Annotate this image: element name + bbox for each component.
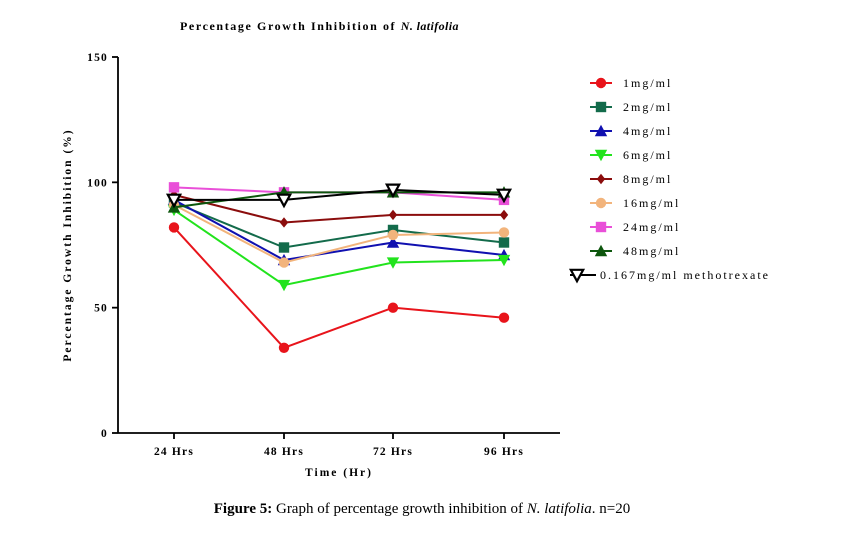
legend-marker	[568, 268, 586, 284]
axes	[117, 57, 560, 434]
legend-item: 2mg/ml	[590, 100, 672, 114]
series-line	[173, 226, 505, 349]
data-point	[498, 237, 510, 248]
data-point	[497, 254, 511, 267]
chart-title: Percentage Growth Inhibition of N. latif…	[180, 19, 459, 33]
data-point	[275, 193, 293, 209]
legend-label: 4mg/ml	[623, 124, 672, 138]
data-point	[387, 302, 399, 313]
legend-marker	[596, 173, 606, 185]
legend-item: 4mg/ml	[590, 124, 672, 138]
legend-item: 16mg/ml	[590, 196, 680, 210]
legend-item: 0.167mg/ml methotrexate	[568, 268, 770, 284]
caption-species: N. latifolia	[526, 501, 592, 517]
legend-label: 1mg/ml	[623, 76, 672, 90]
y-ticks: 0 50 100 150	[87, 52, 118, 440]
series-1	[168, 222, 510, 353]
data-point	[278, 342, 290, 353]
data-point	[498, 227, 510, 238]
data-point	[279, 217, 289, 228]
data-point	[278, 242, 290, 253]
data-point	[278, 257, 290, 268]
legend-item: 1mg/ml	[590, 76, 672, 90]
legend-item: 6mg/ml	[590, 148, 672, 162]
series-line	[173, 201, 505, 249]
legend-label: 8mg/ml	[623, 172, 672, 186]
x-tick-label: 72 Hrs	[373, 446, 413, 458]
legend-item: 48mg/ml	[590, 244, 680, 258]
legend-label: 6mg/ml	[623, 148, 672, 162]
data-point	[384, 183, 402, 199]
caption-label: Figure 5:	[213, 501, 273, 517]
caption-text: Graph of percentage growth inhibition of	[272, 501, 527, 517]
legend-label: 2mg/ml	[623, 100, 672, 114]
legend: 1mg/ml 2mg/ml 4mg/ml 6mg/ml 8mg/ml 16mg/ml 24m…	[568, 76, 770, 284]
data-point	[495, 188, 513, 204]
legend-item: 24mg/ml	[590, 220, 680, 234]
legend-item: 8mg/ml	[590, 172, 672, 186]
data-point	[277, 279, 291, 292]
y-axis-label: Percentage Growth Inhibition (%)	[62, 128, 74, 361]
legend-label: 24mg/ml	[623, 220, 680, 234]
legend-label: 0.167mg/ml methotrexate	[600, 268, 770, 282]
y-tick-label: 0	[101, 428, 108, 440]
data-point	[168, 182, 180, 193]
chart: Percentage Growth Inhibition of N. latif…	[62, 19, 770, 479]
series-line	[173, 209, 505, 287]
legend-marker	[595, 197, 607, 209]
x-ticks: 24 Hrs 48 Hrs 72 Hrs 96 Hrs	[154, 433, 524, 458]
legend-marker	[595, 101, 607, 113]
x-tick-label: 24 Hrs	[154, 446, 194, 458]
legend-marker	[594, 124, 608, 137]
data-point	[387, 229, 399, 241]
data-point	[388, 209, 398, 221]
data-point	[498, 312, 510, 323]
series-line	[174, 188, 505, 201]
y-tick-label: 150	[87, 52, 108, 64]
data-point	[165, 193, 183, 209]
legend-label: 48mg/ml	[623, 244, 680, 258]
caption-suffix: . n=20	[591, 501, 631, 517]
x-axis-label: Time (Hr)	[305, 467, 373, 479]
series-line	[173, 193, 504, 224]
y-tick-label: 100	[87, 177, 108, 189]
data-point	[386, 257, 400, 269]
series-5	[169, 189, 509, 228]
series-6	[168, 199, 510, 268]
data-point	[168, 222, 180, 233]
x-tick-label: 96 Hrs	[484, 446, 524, 458]
legend-marker	[594, 244, 608, 257]
legend-label: 16mg/ml	[623, 196, 680, 210]
series-line	[173, 199, 505, 262]
data-point	[499, 209, 509, 221]
data-point	[386, 236, 400, 248]
series-line	[173, 204, 505, 264]
x-tick-label: 48 Hrs	[264, 446, 304, 458]
legend-marker	[595, 77, 607, 89]
y-tick-label: 50	[94, 303, 108, 315]
legend-marker	[594, 149, 608, 162]
series-layer	[165, 182, 513, 353]
series-9	[165, 183, 513, 209]
legend-marker	[595, 221, 607, 233]
figure-caption: Figure 5: Graph of percentage growth inh…	[0, 501, 844, 518]
